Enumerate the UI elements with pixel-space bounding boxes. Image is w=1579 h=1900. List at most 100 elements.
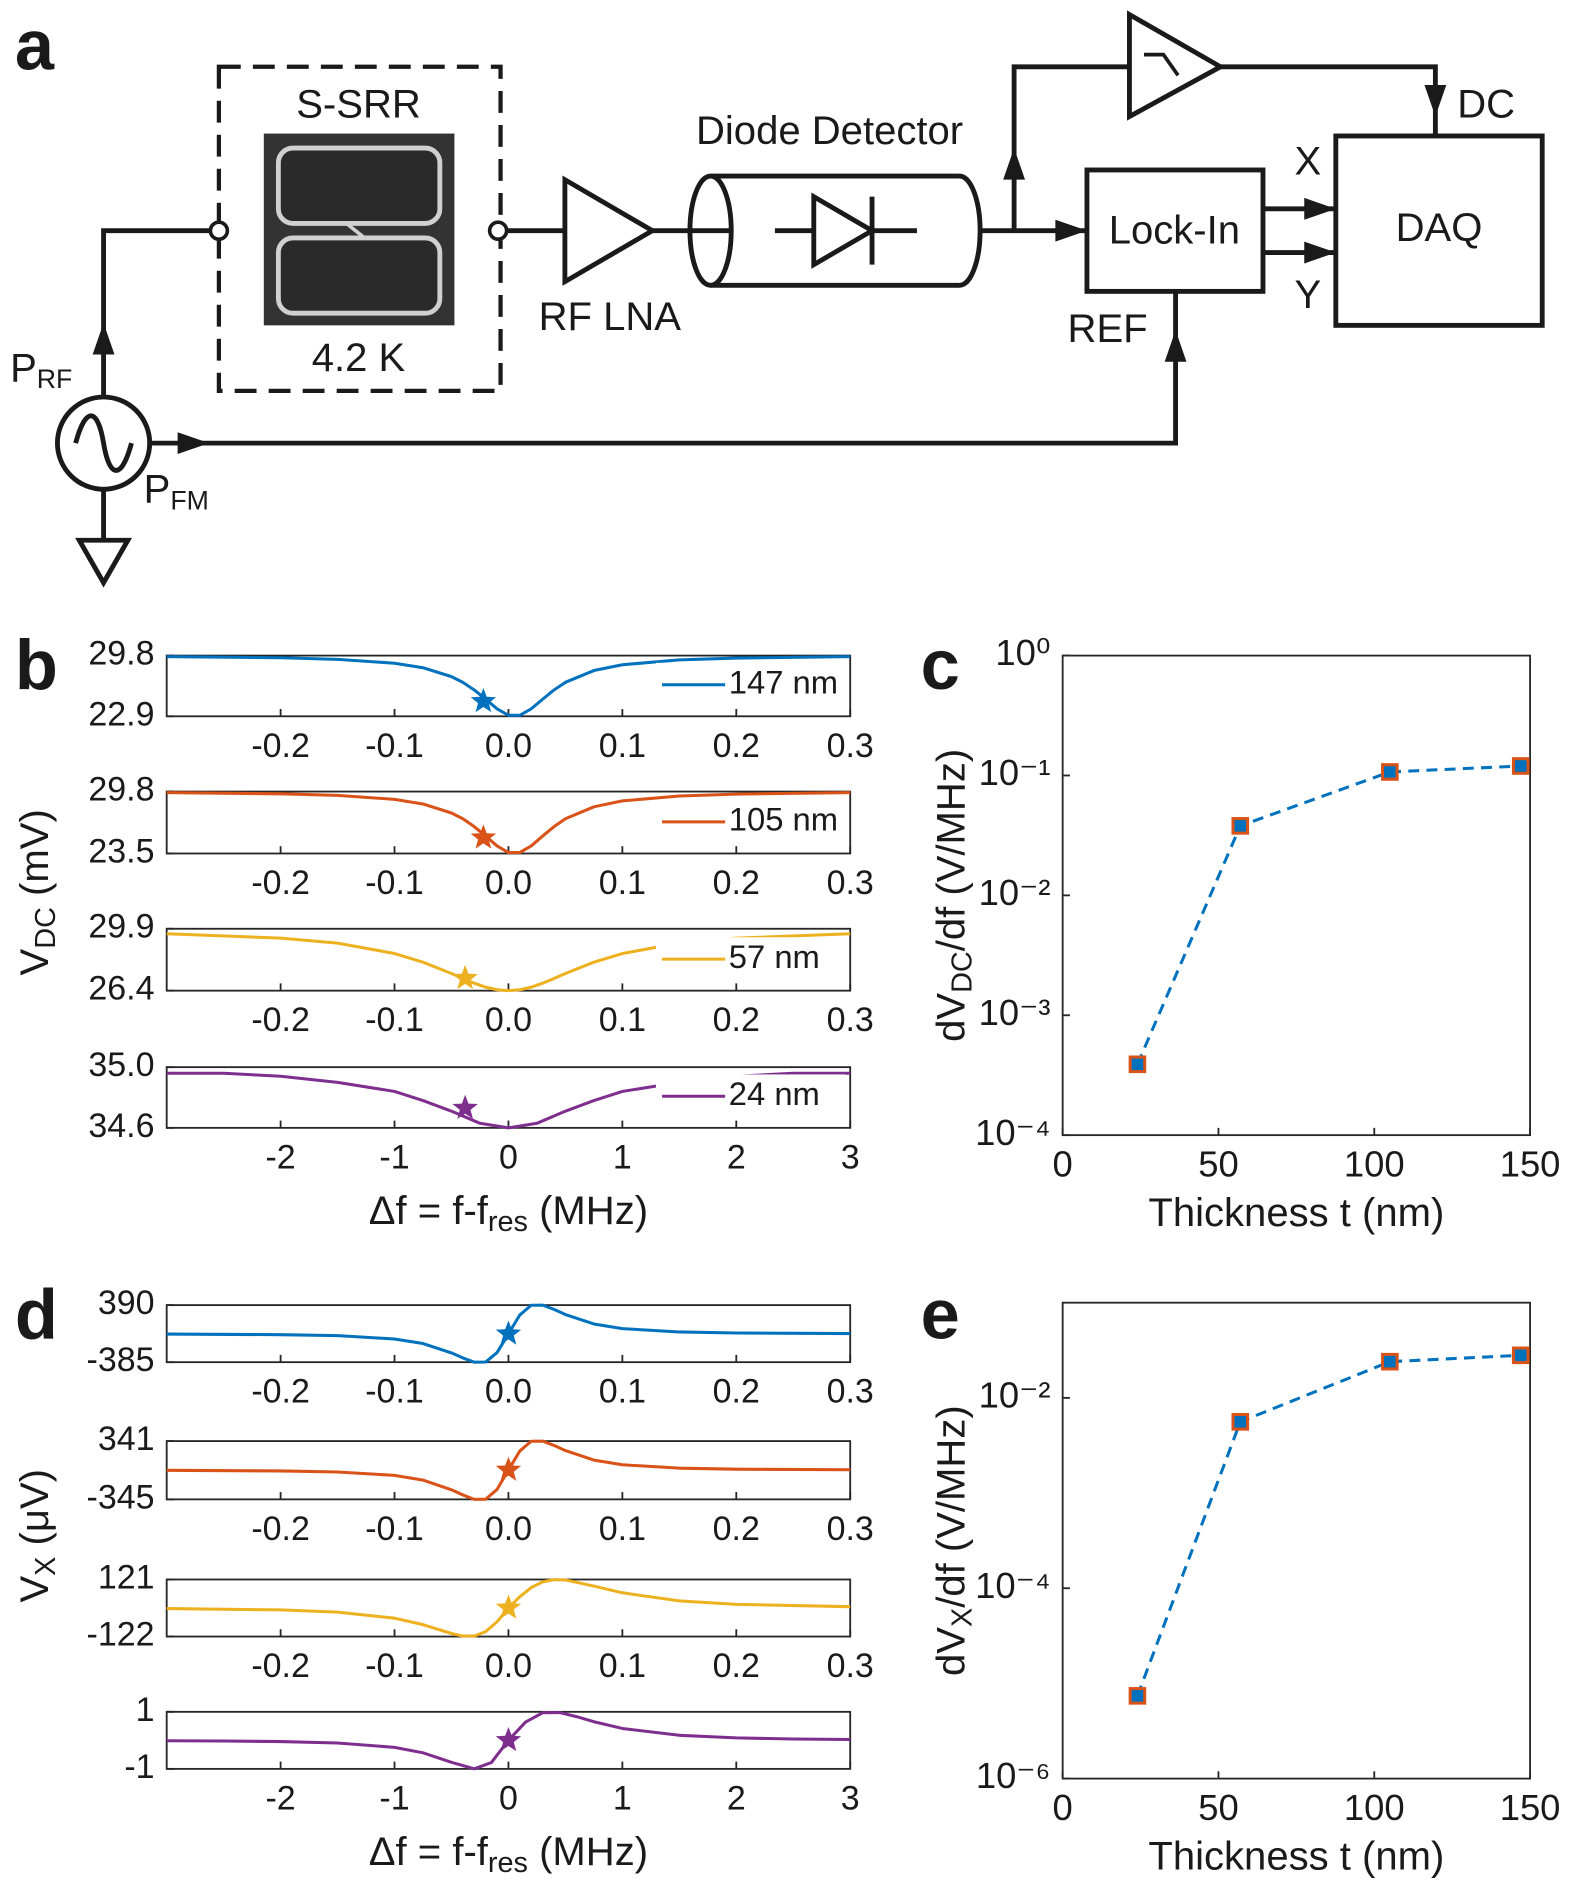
block-diagram: a S-SRR 4.2 K PRF PFM RF LNA [10, 6, 1545, 588]
data-point [1128, 1687, 1147, 1705]
panel-label: e [921, 1274, 960, 1353]
x-tick-label: 0 [1053, 1787, 1073, 1828]
x-tick-label: 0.3 [827, 727, 874, 765]
x-tick-label: 0.0 [485, 1373, 532, 1411]
x-tick-label: 100 [1344, 1787, 1405, 1828]
x-tick-label: -1 [379, 1138, 409, 1176]
arrow [1003, 148, 1026, 180]
x-tick-label: -0.1 [365, 1373, 424, 1411]
x-tick-label: -0.2 [251, 1510, 310, 1548]
x-axis-label: Thickness t (nm) [1148, 1191, 1444, 1235]
temperature-label: 4.2 K [312, 336, 406, 380]
legend-label: 105 nm [729, 801, 838, 838]
port [487, 220, 509, 241]
wire [1262, 206, 1336, 255]
y-tick-label: 35.0 [88, 1046, 154, 1084]
x-tick-label: 1 [613, 1138, 632, 1176]
label-part: (MHz) [528, 1830, 648, 1874]
y-axis-label: dVDC/df (V/MHz) [929, 749, 978, 1042]
star-marker [495, 1726, 522, 1752]
coupler [291, 221, 426, 240]
label-part: /df (V/MHz) [929, 749, 973, 951]
label-part: X [946, 1608, 978, 1627]
y-tick-label: 29.8 [88, 635, 154, 673]
y-tick-label: 121 [98, 1558, 155, 1596]
y-tick-label: 26.4 [88, 970, 154, 1008]
x-tick-label: 0 [1053, 1143, 1073, 1184]
connector-line [1136, 764, 1521, 1065]
label-part: dV [929, 993, 973, 1042]
data-point [1381, 1352, 1399, 1371]
y-tick-label: 22.9 [88, 695, 154, 733]
x-tick-label: -0.1 [365, 864, 424, 902]
x-tick-label: 0.2 [713, 1647, 760, 1685]
x-tick-label: 3 [841, 1779, 860, 1817]
x-tick-label: 150 [1500, 1143, 1561, 1184]
x-tick-label: 0.2 [713, 727, 760, 765]
data-point [1511, 1346, 1530, 1365]
x-tick-label: 0.1 [599, 864, 646, 902]
x-tick-label: 2 [727, 1779, 746, 1817]
x-tick-label: 0.2 [713, 1373, 760, 1411]
star-marker [452, 1094, 478, 1119]
x-tick-label: 0.3 [827, 1647, 874, 1685]
x-tick-label: 0.1 [599, 1001, 646, 1039]
x-tick-label: 0.1 [599, 727, 646, 765]
y-tick-label: -122 [87, 1616, 155, 1654]
y-tick-label: 10⁻³ [979, 992, 1051, 1033]
y-tick-label: 10⁻⁴ [975, 1112, 1050, 1153]
star-marker [470, 824, 497, 849]
data-line [166, 655, 851, 717]
y-tick-label: 10⁻⁶ [976, 1755, 1051, 1796]
y-tick-label: 10⁰ [995, 632, 1050, 673]
x-tick-label: -0.1 [365, 1510, 424, 1548]
label-part: DC [946, 951, 978, 993]
label-part: Δf = f-f [369, 1829, 489, 1873]
x-tick-label: 0.3 [827, 1001, 874, 1039]
chip [263, 133, 455, 326]
y-tick-label: 10⁻² [979, 872, 1051, 913]
x-tick-label: 0.1 [599, 1510, 646, 1548]
x-tick-label: 150 [1500, 1787, 1561, 1828]
ground [75, 489, 133, 588]
arrow [1055, 219, 1087, 242]
data-point [1231, 1413, 1250, 1431]
label-part: res [488, 1847, 528, 1879]
y-tick-label: 34.6 [88, 1107, 154, 1145]
arrow [92, 322, 115, 355]
x-tick-label: 0 [499, 1779, 518, 1817]
x-tick-label: -2 [265, 1138, 295, 1176]
ref-label: REF [1068, 307, 1148, 351]
x-tick-label: -0.2 [251, 727, 310, 765]
y-axis-label: VX (μV) [12, 1469, 61, 1603]
x-tick-label: -0.1 [365, 1001, 424, 1039]
daq-label: DAQ [1396, 206, 1483, 250]
lockin-label: Lock-In [1109, 209, 1240, 253]
y-axis-label: dVX/df (V/MHz) [929, 1405, 978, 1676]
cylinder-end [687, 173, 734, 288]
x-tick-label: 50 [1198, 1143, 1239, 1184]
x-tick-label: 0.3 [827, 1373, 874, 1411]
legend-label: 24 nm [729, 1075, 820, 1112]
label-part: (mV) [12, 809, 56, 907]
x-axis-label: Δf = f-fres (MHz) [369, 1829, 648, 1878]
x-tick-label: 2 [727, 1138, 746, 1176]
x-tick-label: 0.0 [485, 727, 532, 765]
x-tick-label: 0.1 [599, 1373, 646, 1411]
y-tick-label: 341 [98, 1420, 155, 1458]
label-part: Δf = f-f [369, 1188, 489, 1232]
panel-label: c [921, 625, 960, 704]
sample-label: S-SRR [296, 82, 421, 126]
filter-symbol [1144, 52, 1180, 77]
data-point [1231, 817, 1250, 835]
y-tick-label: 390 [98, 1284, 155, 1322]
panel-label: b [15, 625, 58, 704]
y-tick-label: 29.8 [88, 771, 154, 809]
x-tick-label: -0.2 [251, 1373, 310, 1411]
arrow [1164, 330, 1187, 362]
data-line [166, 791, 851, 855]
p-rf-label: PRF [10, 346, 72, 394]
x-tick-label: -0.2 [251, 864, 310, 902]
wire [101, 228, 211, 397]
